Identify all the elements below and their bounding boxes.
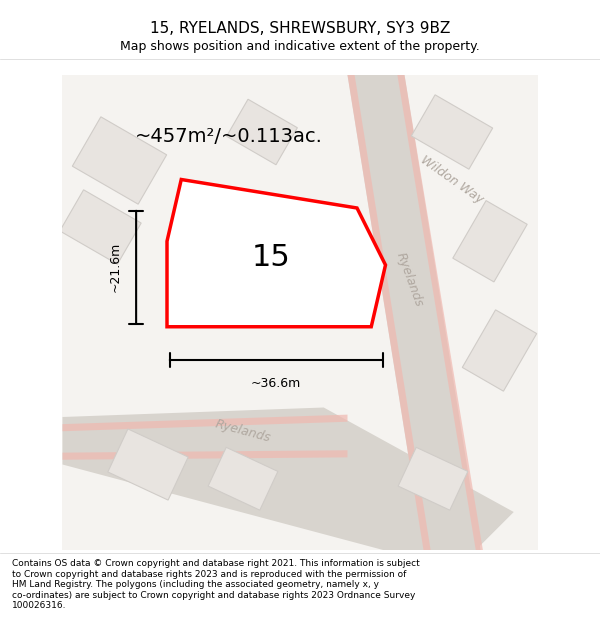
Text: Contains OS data © Crown copyright and database right 2021. This information is : Contains OS data © Crown copyright and d… <box>12 559 420 610</box>
Polygon shape <box>397 75 483 550</box>
Polygon shape <box>347 75 481 550</box>
Text: 15, RYELANDS, SHREWSBURY, SY3 9BZ: 15, RYELANDS, SHREWSBURY, SY3 9BZ <box>150 21 450 36</box>
Polygon shape <box>453 201 527 282</box>
Polygon shape <box>73 117 167 204</box>
Text: Ryelands: Ryelands <box>214 418 272 445</box>
Polygon shape <box>167 179 386 327</box>
Polygon shape <box>398 448 468 510</box>
Polygon shape <box>208 448 278 510</box>
Polygon shape <box>62 408 514 559</box>
Text: ~21.6m: ~21.6m <box>108 242 121 292</box>
Text: Ryelands: Ryelands <box>394 250 425 308</box>
Polygon shape <box>60 190 141 264</box>
Polygon shape <box>62 414 347 431</box>
Text: ~457m²/~0.113ac.: ~457m²/~0.113ac. <box>135 127 323 146</box>
Polygon shape <box>347 75 431 550</box>
Polygon shape <box>463 310 536 391</box>
Text: Map shows position and indicative extent of the property.: Map shows position and indicative extent… <box>120 41 480 53</box>
Polygon shape <box>62 450 347 460</box>
Text: ~36.6m: ~36.6m <box>251 378 301 390</box>
Polygon shape <box>412 95 493 169</box>
Polygon shape <box>108 429 188 500</box>
Polygon shape <box>227 99 298 165</box>
Text: 15: 15 <box>252 243 291 272</box>
Text: Wildon Way: Wildon Way <box>418 153 486 206</box>
